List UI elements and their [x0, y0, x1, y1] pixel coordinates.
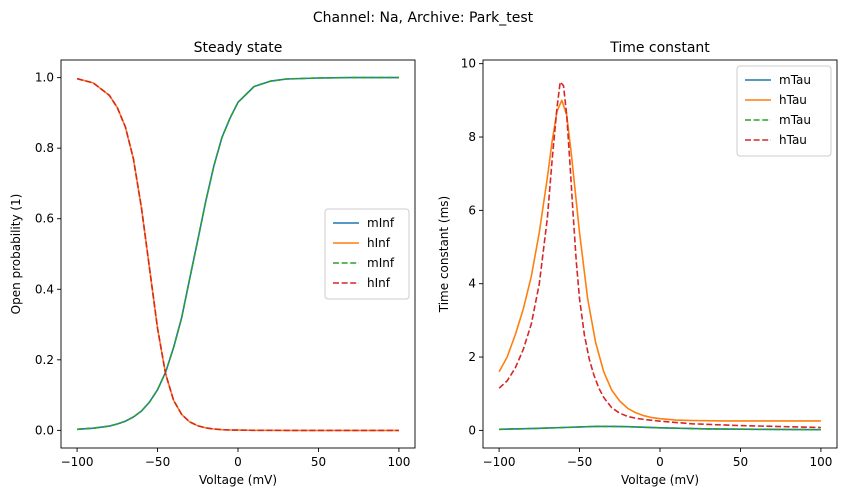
panel-title: Time constant [609, 40, 710, 56]
y-tick-label: 0.4 [35, 282, 54, 296]
x-axis-label: Voltage (mV) [199, 473, 277, 487]
series-line-mInf [77, 76, 399, 431]
x-tick-label: 50 [733, 455, 748, 469]
legend-label: hTau [779, 93, 807, 107]
x-tick-label: −100 [61, 455, 94, 469]
legend-box [324, 208, 410, 300]
series-line-hTau [498, 99, 821, 422]
x-axis-label: Voltage (mV) [621, 473, 699, 487]
y-axis-label: Time constant (ms) [437, 196, 451, 313]
legend: mInf hInf mInf hInf [324, 208, 410, 300]
x-tick-label: 0 [656, 455, 664, 469]
y-tick-label: 0.0 [35, 423, 54, 437]
legend-label: mTau [779, 113, 811, 127]
panel-2: Time constant −100 −50 0 50 100 0 2 4 6 8 10 Voltage… [437, 40, 838, 487]
legend-label: mInf [367, 256, 395, 270]
panels: Steady state−100 −50 0 50 1000.00.20.40.60.8… [9, 40, 838, 487]
legend-label: hTau [779, 133, 807, 147]
y-tick-label: 6 [468, 203, 476, 217]
legend-label: mTau [779, 73, 811, 87]
x-tick-label: 100 [387, 455, 410, 469]
x-tick-label: −50 [145, 455, 170, 469]
y-tick-label: 0.6 [35, 212, 54, 226]
series-line-mTau [499, 425, 821, 431]
legend-label: hInf [367, 236, 391, 250]
y-tick-label: 8 [468, 130, 476, 144]
series-line-hInf [76, 77, 399, 432]
x-tick-label: 0 [234, 455, 242, 469]
figure-suptitle: Channel: Na, Archive: Park_test [313, 10, 534, 26]
x-tick-label: 50 [311, 455, 326, 469]
x-tick-label: 100 [809, 455, 832, 469]
legend-box [736, 65, 832, 157]
y-tick-label: 0.8 [35, 141, 54, 155]
legend: mTau hTau mTau hTau [736, 65, 832, 157]
y-tick-label: 4 [468, 277, 476, 291]
panel-title: Steady state [194, 40, 283, 56]
y-tick-label: 0.2 [35, 353, 54, 367]
series-group [498, 81, 821, 431]
y-tick-label: 10 [461, 57, 476, 71]
legend-label: hInf [367, 276, 391, 290]
series-group [76, 76, 399, 432]
panel-1: Steady state −100 −50 0 50 100 0.0 0.2 0.4 0.6 0.8… [9, 40, 416, 487]
legend-label: mInf [367, 216, 395, 230]
y-tick-label: 0 [468, 423, 476, 437]
x-tick-label: −100 [483, 455, 516, 469]
series-line-hTau [498, 81, 821, 429]
y-tick-label: 1.0 [35, 71, 54, 85]
y-axis-label: Open probability (1) [9, 194, 23, 315]
y-tick-label: 2 [468, 350, 476, 364]
x-tick-label: −50 [567, 455, 592, 469]
